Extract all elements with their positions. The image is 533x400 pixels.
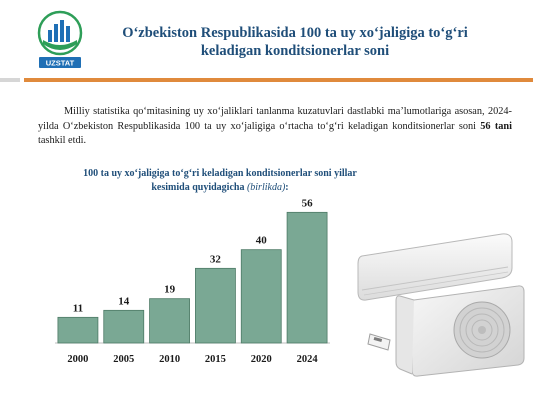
x-tick-label-2024: 2024 [297,354,319,365]
data-label-2024: 56 [302,197,314,209]
page-title-line1: O‘zbekiston Respublikasida 100 ta uy xo‘… [122,25,468,41]
data-label-2020: 40 [256,235,268,247]
air-conditioner-icon [357,233,525,377]
bar-2020 [240,249,282,344]
data-label-2015: 32 [210,253,222,265]
header-divider [24,78,533,82]
x-tick-label-2005: 2005 [113,354,134,365]
logo-text: UZSTAT [46,59,75,68]
bar-2010 [149,298,190,344]
bar-2005 [103,309,145,344]
uzstat-logo-icon: UZSTAT [37,10,83,68]
page-title-line2: keladigan konditsionerlar soni [200,43,390,59]
data-label-2010: 19 [164,284,176,296]
chart-title-suffix: : [285,182,289,193]
bar-2024 [286,211,328,344]
chart-title-line2: kesimida quyidagicha (birlikda): [55,181,385,195]
x-tick-label-2000: 2000 [67,354,88,365]
header-divider-left [0,78,20,82]
bar-2015 [195,267,236,344]
x-tick-label-2015: 2015 [205,354,226,365]
summary-bold-value: 56 tani [480,120,512,132]
chart-title-line1: 100 ta uy xo‘jaligiga to‘g‘ri keladigan … [83,168,357,179]
chart-title-line2-text: kesimida quyidagicha [151,182,245,193]
bar-chart: 11 2000 14 2005 19 2010 32 2015 40 2020 56 2024 [55,197,330,365]
chart-title: 100 ta uy xo‘jaligiga to‘g‘ri keladigan … [55,167,385,195]
summary-paragraph: Milliy statistika qo‘mitasining uy xo‘ja… [38,105,512,149]
data-label-2005: 14 [118,295,130,307]
summary-text-before: Milliy statistika qo‘mitasining uy xo‘ja… [38,106,512,132]
bar-2000 [57,316,99,344]
data-label-2000: 11 [73,302,83,314]
summary-text-after: tashkil etdi. [38,135,87,146]
x-tick-label-2020: 2020 [251,354,272,365]
x-tick-label-2010: 2010 [159,354,180,365]
page-title: O‘zbekiston Respublikasida 100 ta uy xo‘… [95,24,495,60]
chart-unit: (birlikda) [246,182,286,193]
